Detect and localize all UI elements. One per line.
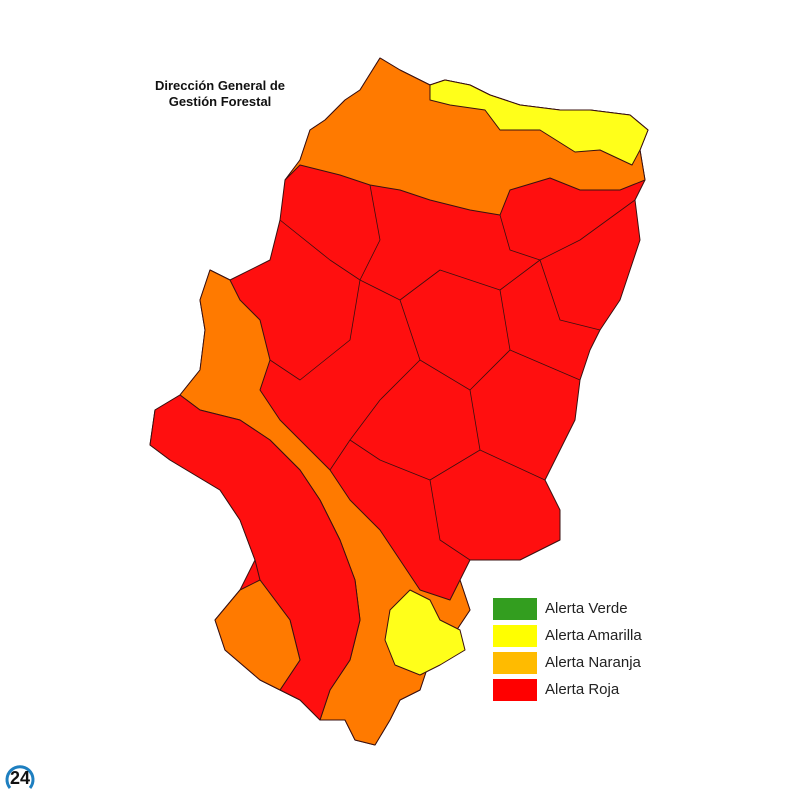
legend-label: Alerta Verde [545,600,628,617]
district-borders [269,184,636,561]
legend-item-amarilla: Alerta Amarilla [493,622,642,649]
legend-item-naranja: Alerta Naranja [493,649,642,676]
legend-label: Alerta Amarilla [545,627,642,644]
map-title: Dirección General de Gestión Forestal [140,78,300,110]
legend-label: Alerta Roja [545,681,620,698]
legend-swatch-green [493,597,537,620]
title-line-2: Gestión Forestal [168,94,272,109]
legend-swatch-orange [493,651,537,674]
legend-label: Alerta Naranja [545,654,641,671]
region-red-west [149,394,361,721]
region-yellow-north [429,79,649,166]
logo-ring-icon [5,765,35,789]
legend-swatch-yellow [493,624,537,647]
legend-item-verde: Alerta Verde [493,595,642,622]
legend-swatch-red [493,678,537,701]
site-logo: 24 [4,762,36,794]
legend-item-roja: Alerta Roja [493,676,642,703]
region-orange-southwest [214,579,301,691]
title-line-1: Dirección General de [154,78,286,93]
map-legend: Alerta Verde Alerta Amarilla Alerta Nara… [493,595,642,703]
logo-text: 24 [9,768,31,788]
region-yellow-south [384,589,466,676]
